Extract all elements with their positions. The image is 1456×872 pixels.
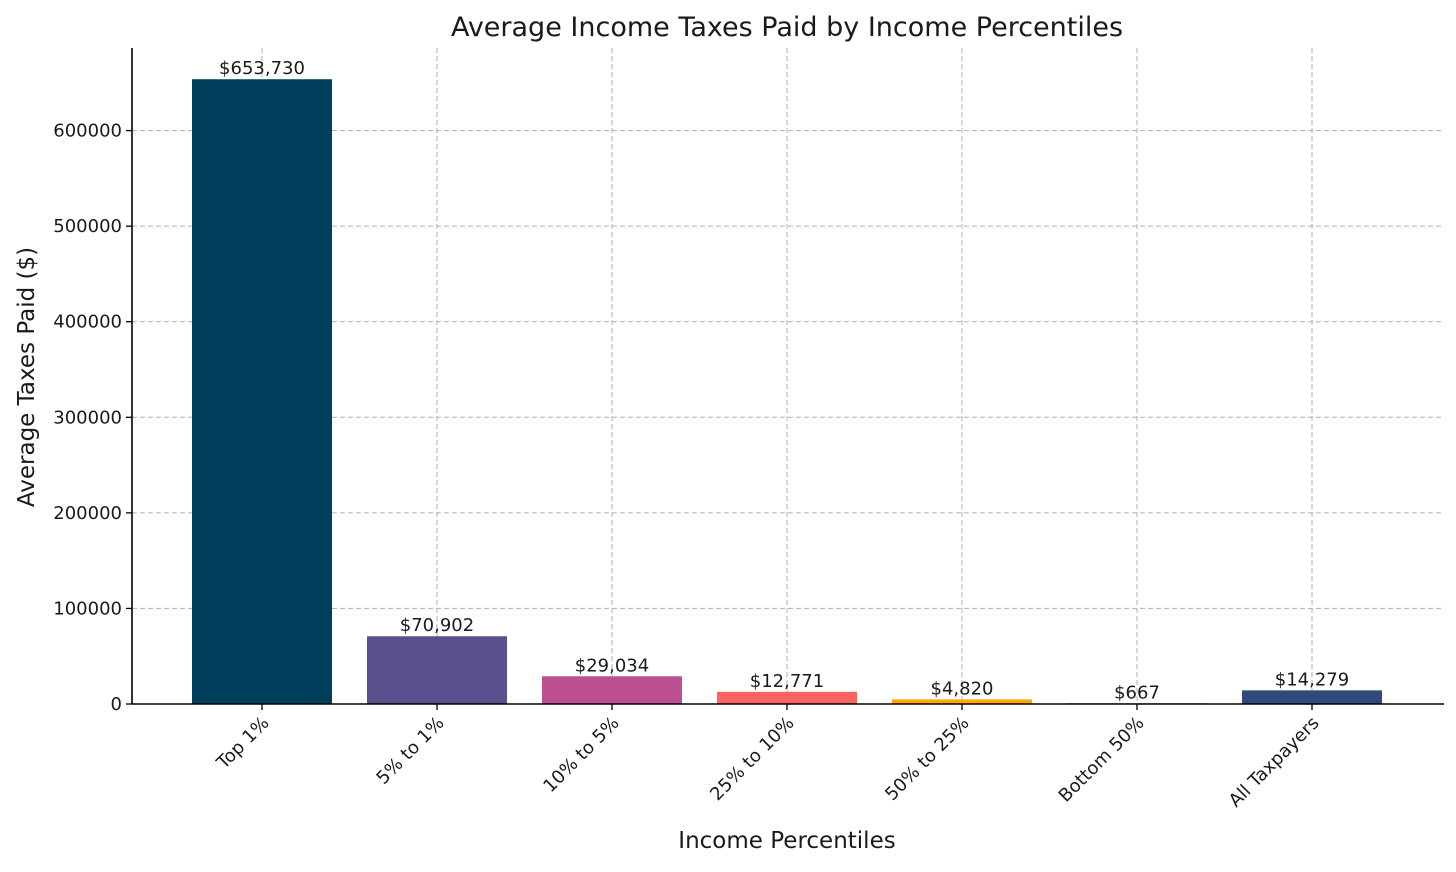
data-labels-layer: $653,730 $70,902 $29,034 $12,771 $4,820 $667 $… [219,58,1349,703]
y-tick-label: 0 [111,694,122,715]
y-tick-label: 300000 [53,407,122,428]
axes-layer [131,48,1444,705]
bar-value-label: $12,771 [750,671,824,692]
bar [717,691,857,704]
chart-title: Average Income Taxes Paid by Income Perc… [451,12,1123,43]
y-tick-label: 100000 [53,598,122,619]
x-tick-label: Top 1% [212,713,273,774]
bar-value-label: $29,034 [575,655,649,676]
bar [192,79,332,705]
x-tick-label: Bottom 50% [1055,713,1149,807]
x-tick-label: 5% to 1% [372,713,448,789]
x-tick-label: All Taxpayers [1225,713,1324,812]
x-tick-label: 25% to 10% [706,713,798,805]
bar [542,676,682,704]
x-tick-label: 10% to 5% [539,713,623,797]
bar-value-label: $4,820 [931,678,994,699]
y-tick-label: 400000 [53,312,122,333]
bar-value-label: $667 [1114,682,1160,703]
x-axis-label: Income Percentiles [678,828,895,854]
y-tick-label: 600000 [53,121,122,142]
bars-layer [192,79,1382,705]
y-tick-label: 200000 [53,503,122,524]
bar-value-label: $653,730 [219,58,305,79]
y-tick-label: 500000 [53,216,122,237]
bar-value-label: $70,902 [400,615,474,636]
bar [367,636,507,704]
x-tick-label: 50% to 25% [881,713,973,805]
bar [892,699,1032,704]
bar-value-label: $14,279 [1275,669,1349,690]
y-axis-label: Average Taxes Paid ($) [14,247,40,507]
bar [1242,690,1382,704]
